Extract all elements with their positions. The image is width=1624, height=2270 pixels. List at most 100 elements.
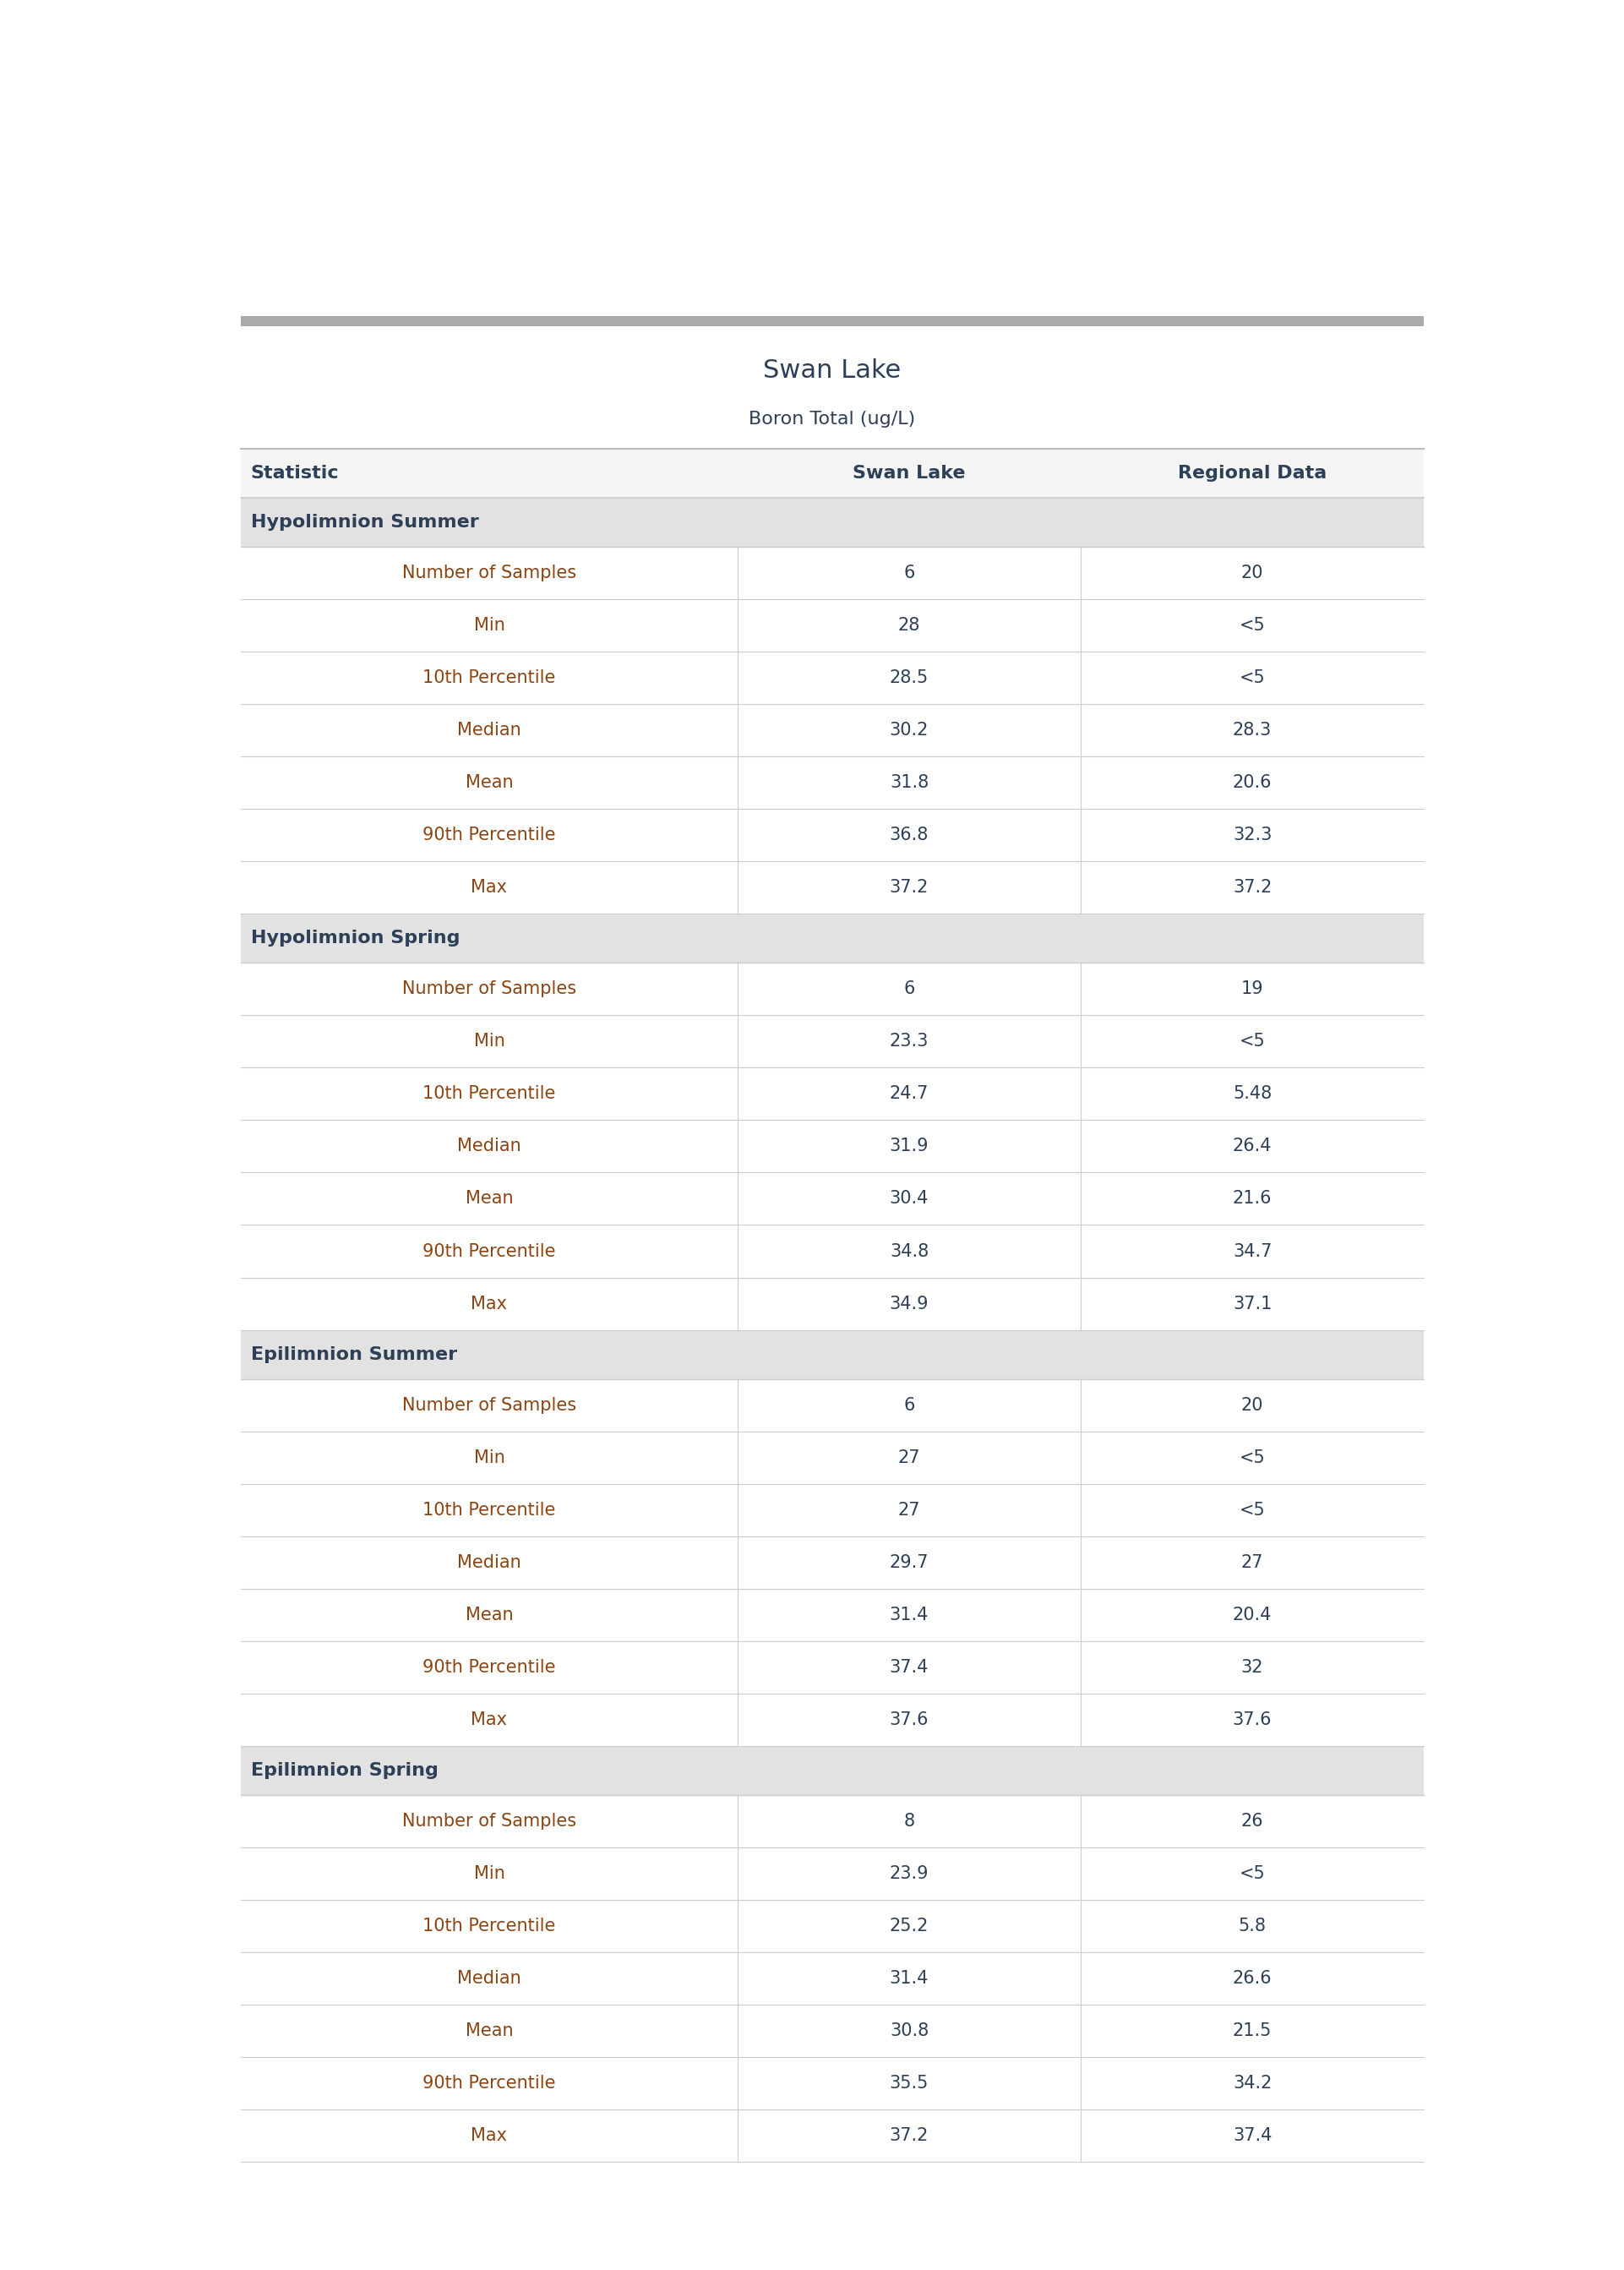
Text: Mean: Mean [466, 774, 513, 792]
Text: 10th Percentile: 10th Percentile [422, 1918, 555, 1934]
Text: Boron Total (ug/L): Boron Total (ug/L) [749, 411, 916, 427]
Text: 25.2: 25.2 [890, 1918, 929, 1934]
Bar [240, 1485, 1424, 1537]
Text: Hypolimnion Spring: Hypolimnion Spring [250, 931, 460, 947]
Text: Max: Max [471, 878, 507, 897]
Text: 30.2: 30.2 [890, 722, 929, 738]
Text: 28.3: 28.3 [1233, 722, 1272, 738]
Text: 31.8: 31.8 [890, 774, 929, 792]
Bar [240, 1589, 1424, 1641]
Text: Number of Samples: Number of Samples [403, 1396, 577, 1414]
Text: 30.8: 30.8 [890, 2023, 929, 2038]
Text: 90th Percentile: 90th Percentile [422, 1242, 555, 1260]
Text: 37.2: 37.2 [890, 2127, 929, 2145]
Text: 36.8: 36.8 [890, 826, 929, 844]
Text: Swan Lake: Swan Lake [763, 359, 901, 384]
Text: <5: <5 [1239, 1448, 1265, 1466]
Bar [240, 1278, 1424, 1330]
Bar [240, 1226, 1424, 1278]
Text: Median: Median [458, 1555, 521, 1571]
Text: 20: 20 [1241, 565, 1263, 581]
Text: Mean: Mean [466, 2023, 513, 2038]
Text: <5: <5 [1239, 1500, 1265, 1519]
Text: 26.6: 26.6 [1233, 1970, 1272, 1986]
Text: 30.4: 30.4 [890, 1189, 929, 1208]
Text: Regional Data: Regional Data [1177, 465, 1327, 481]
Text: Min: Min [474, 1448, 505, 1466]
Bar [240, 1537, 1424, 1589]
Text: Min: Min [474, 1866, 505, 1882]
Text: 28: 28 [898, 617, 921, 633]
Text: 26.4: 26.4 [1233, 1137, 1272, 1155]
Bar [240, 1330, 1424, 1378]
Bar [240, 599, 1424, 651]
Text: Mean: Mean [466, 1189, 513, 1208]
Text: 27: 27 [898, 1448, 921, 1466]
Bar [240, 756, 1424, 808]
Text: Epilimnion Spring: Epilimnion Spring [250, 1762, 438, 1780]
Bar [240, 1378, 1424, 1432]
Text: 20.6: 20.6 [1233, 774, 1272, 792]
Bar [240, 1015, 1424, 1067]
Text: 32: 32 [1241, 1659, 1263, 1675]
Text: 34.2: 34.2 [1233, 2075, 1272, 2091]
Text: Epilimnion Summer: Epilimnion Summer [250, 1346, 456, 1362]
Text: 37.6: 37.6 [890, 1712, 929, 1727]
Text: 90th Percentile: 90th Percentile [422, 1659, 555, 1675]
Bar [240, 1067, 1424, 1119]
Text: 10th Percentile: 10th Percentile [422, 670, 555, 686]
Bar [240, 651, 1424, 704]
Text: Max: Max [471, 1296, 507, 1312]
Text: 27: 27 [1241, 1555, 1263, 1571]
Text: 32.3: 32.3 [1233, 826, 1272, 844]
Bar [240, 1174, 1424, 1226]
Text: 10th Percentile: 10th Percentile [422, 1500, 555, 1519]
Bar [240, 1952, 1424, 2004]
Text: 27: 27 [898, 1500, 921, 1519]
Bar [240, 2004, 1424, 2057]
Text: 34.7: 34.7 [1233, 1242, 1272, 1260]
Bar [240, 1119, 1424, 1174]
Text: Median: Median [458, 1137, 521, 1155]
Text: 37.1: 37.1 [1233, 1296, 1272, 1312]
Bar [240, 1900, 1424, 1952]
Text: Median: Median [458, 1970, 521, 1986]
Bar [240, 316, 1424, 327]
Text: 21.5: 21.5 [1233, 2023, 1272, 2038]
Text: 31.9: 31.9 [890, 1137, 929, 1155]
Text: 23.9: 23.9 [890, 1866, 929, 1882]
Text: 90th Percentile: 90th Percentile [422, 826, 555, 844]
Text: 5.48: 5.48 [1233, 1085, 1272, 1103]
Text: 34.9: 34.9 [890, 1296, 929, 1312]
Text: 20.4: 20.4 [1233, 1607, 1272, 1623]
Bar [240, 808, 1424, 860]
Text: 37.6: 37.6 [1233, 1712, 1272, 1727]
Text: 5.8: 5.8 [1239, 1918, 1267, 1934]
Text: <5: <5 [1239, 1866, 1265, 1882]
Text: 35.5: 35.5 [890, 2075, 929, 2091]
Bar [240, 704, 1424, 756]
Bar [240, 2109, 1424, 2161]
Bar [240, 1848, 1424, 1900]
Bar [240, 2057, 1424, 2109]
Text: <5: <5 [1239, 1033, 1265, 1051]
Text: Hypolimnion Summer: Hypolimnion Summer [250, 513, 479, 531]
Text: 90th Percentile: 90th Percentile [422, 2075, 555, 2091]
Text: Number of Samples: Number of Samples [403, 1811, 577, 1830]
Text: Number of Samples: Number of Samples [403, 565, 577, 581]
Text: 37.4: 37.4 [1233, 2127, 1272, 2145]
Text: Max: Max [471, 1712, 507, 1727]
Text: Median: Median [458, 722, 521, 738]
Bar [240, 915, 1424, 962]
Text: 23.3: 23.3 [890, 1033, 929, 1051]
Text: Min: Min [474, 1033, 505, 1051]
Text: Statistic: Statistic [250, 465, 339, 481]
Bar [240, 449, 1424, 497]
Text: 26: 26 [1241, 1811, 1263, 1830]
Text: 19: 19 [1241, 981, 1263, 997]
Text: Mean: Mean [466, 1607, 513, 1623]
Text: <5: <5 [1239, 617, 1265, 633]
Text: Min: Min [474, 617, 505, 633]
Text: Max: Max [471, 2127, 507, 2145]
Text: <5: <5 [1239, 670, 1265, 686]
